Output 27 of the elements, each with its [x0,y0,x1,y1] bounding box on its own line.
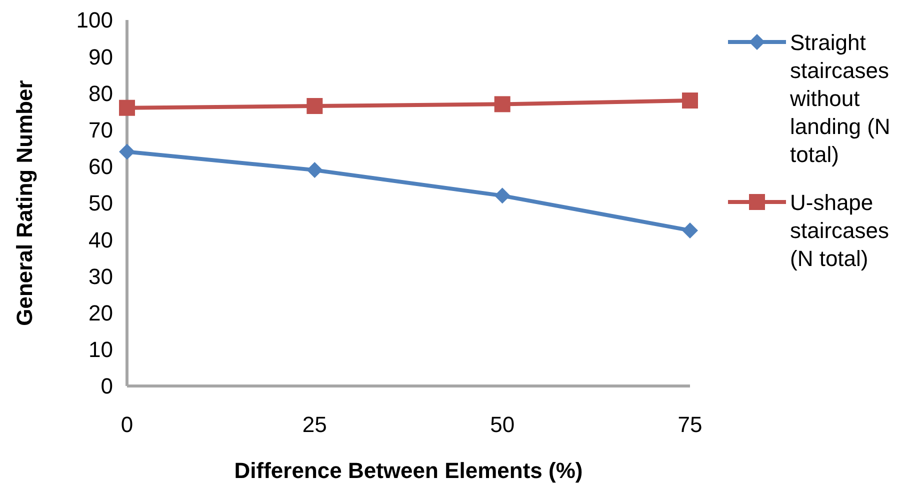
y-tick-label: 0 [100,374,113,399]
x-tick-label: 75 [678,412,702,437]
x-tick-label: 0 [120,412,134,437]
x-axis-title: Difference Between Elements (%) [234,458,583,483]
legend-label: U-shape staircases (N total) [790,190,890,271]
point [682,222,698,238]
x-tick-label: 25 [302,412,327,437]
point [119,144,135,160]
y-axis-title: General Rating Number [12,80,37,326]
y-tick-label: 60 [88,154,113,180]
x-tick-label: 50 [490,412,515,437]
point [494,188,510,204]
y-tick-label: 70 [88,118,113,142]
point [494,96,510,112]
legend-label: Straight staircases without landing (N total) [789,30,890,167]
y-tick-label: 90 [88,44,113,70]
y-tick-label: 10 [88,337,113,362]
y-tick-label: 40 [88,227,113,252]
point [306,98,323,114]
point [119,100,135,116]
y-tick-label: 50 [88,190,113,216]
point [306,162,323,178]
y-tick-label: 80 [88,80,113,106]
point [682,92,698,109]
y-tick-label: 100 [76,8,113,33]
y-tick-label: 20 [88,300,113,326]
y-tick-label: 30 [88,264,113,289]
